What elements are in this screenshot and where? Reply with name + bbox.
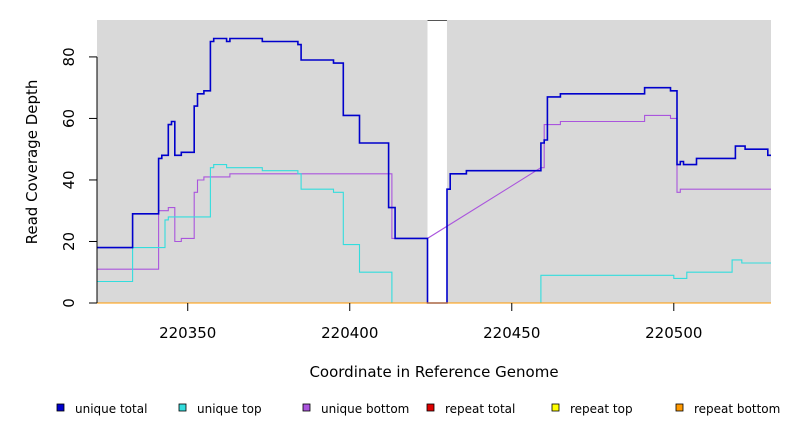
y-axis: 0 20 40 60 80 [60,47,98,308]
y-tick-label: 20 [60,232,78,251]
gap-region [427,20,447,303]
legend-label: repeat top [570,402,633,416]
y-axis-label: Read Coverage Depth [23,80,41,245]
legend: unique total unique top unique bottom repea… [56,402,780,416]
legend-swatch [426,403,435,412]
x-axis: 220350 220400 220450 220500 [159,303,702,342]
series-line-unique-top [97,164,771,304]
legend-label: repeat total [445,402,515,416]
legend-label: unique bottom [321,402,409,416]
legend-label: unique top [197,402,262,416]
x-axis-label: Coordinate in Reference Genome [309,363,558,381]
legend-label: repeat bottom [694,402,780,416]
y-tick-label: 60 [60,109,78,128]
legend-swatch [302,403,311,412]
series-layer [97,37,771,304]
y-tick-label: 0 [60,298,78,308]
legend-swatch [56,403,65,412]
legend-swatch [551,403,560,412]
legend-swatch [675,403,684,412]
series-line-unique-total [97,37,771,304]
y-tick-label: 80 [60,47,78,66]
x-tick-label: 220350 [159,324,216,342]
series-line-unique-bottom [97,114,771,270]
legend-swatch [178,403,187,412]
x-tick-label: 220400 [321,324,378,342]
x-tick-label: 220450 [483,324,540,342]
x-tick-label: 220500 [645,324,702,342]
y-tick-label: 40 [60,170,78,189]
legend-label: unique total [75,402,147,416]
